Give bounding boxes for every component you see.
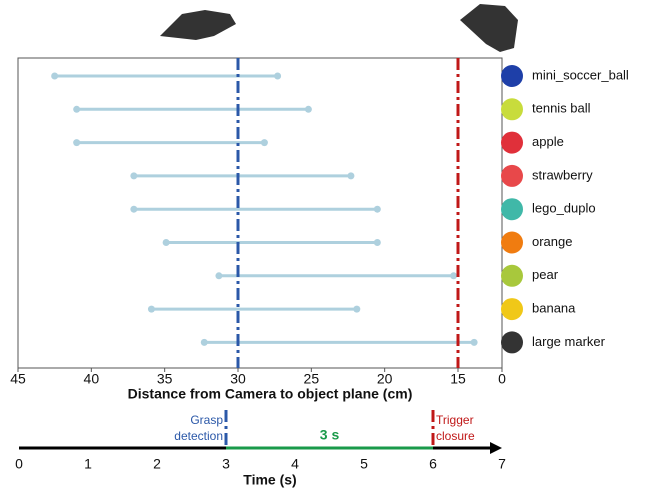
category-label: lego_duplo (532, 201, 596, 216)
range-end (274, 72, 282, 80)
object-icon (501, 65, 523, 87)
x-tick-label: 0 (498, 371, 506, 387)
x-tick-label: 15 (450, 371, 466, 387)
category-label: pear (532, 267, 559, 282)
range-end (470, 338, 478, 346)
object-icon (501, 164, 523, 187)
range-end (353, 305, 361, 313)
x-tick-label: 4 (291, 456, 299, 472)
range-start (51, 72, 59, 80)
object-icon (501, 231, 523, 254)
range-start (215, 272, 223, 280)
x-tick-label: 35 (157, 371, 173, 387)
range-end (450, 272, 458, 280)
x-tick-label: 45 (10, 371, 26, 387)
span-label: 3 s (320, 427, 340, 443)
range-start (162, 239, 170, 246)
range-end (260, 139, 268, 147)
category-label: banana (532, 301, 576, 316)
range-start (130, 205, 138, 213)
x-tick-label: 6 (429, 456, 437, 472)
event-label: detection (174, 429, 223, 443)
object-icon (501, 131, 523, 154)
category-label: strawberry (532, 167, 593, 182)
x-tick-label: 25 (304, 371, 320, 387)
category-label: tennis ball (532, 101, 591, 116)
category-label: large marker (532, 334, 606, 349)
category-label: orange (532, 234, 572, 249)
range-start (200, 338, 208, 346)
x-tick-label: 7 (498, 456, 506, 472)
range-start (73, 105, 81, 113)
x-tick-label: 3 (222, 456, 230, 472)
x-tick-label: 40 (84, 371, 100, 387)
x-tick-label: 5 (360, 456, 368, 472)
x-tick-label: 30 (230, 371, 246, 387)
object-icon (501, 298, 523, 321)
x-tick-label: 1 (84, 456, 92, 472)
range-end (347, 172, 355, 180)
x-axis-label: Distance from Camera to object plane (cm… (128, 386, 413, 402)
glove-icon (160, 4, 518, 52)
x-tick-label: 0 (15, 456, 23, 472)
category-label: mini_soccer_ball (532, 67, 629, 82)
range-end (304, 105, 312, 113)
x-tick-label: 2 (153, 456, 161, 472)
x-axis-label: Time (s) (243, 472, 296, 488)
range-end (373, 239, 381, 246)
event-label: Trigger (436, 413, 474, 427)
time-arrow (490, 442, 502, 454)
category-label: apple (532, 134, 564, 149)
object-icon (501, 331, 523, 354)
object-icon (501, 198, 523, 221)
range-start (130, 172, 138, 180)
event-label: Grasp (190, 413, 223, 427)
object-icon (501, 264, 523, 287)
range-start (73, 139, 81, 147)
range-start (147, 305, 155, 313)
object-icon (501, 98, 523, 121)
x-tick-label: 20 (377, 371, 393, 387)
event-label: closure (436, 429, 475, 443)
range-end (373, 205, 381, 213)
plot-frame (17, 57, 503, 369)
